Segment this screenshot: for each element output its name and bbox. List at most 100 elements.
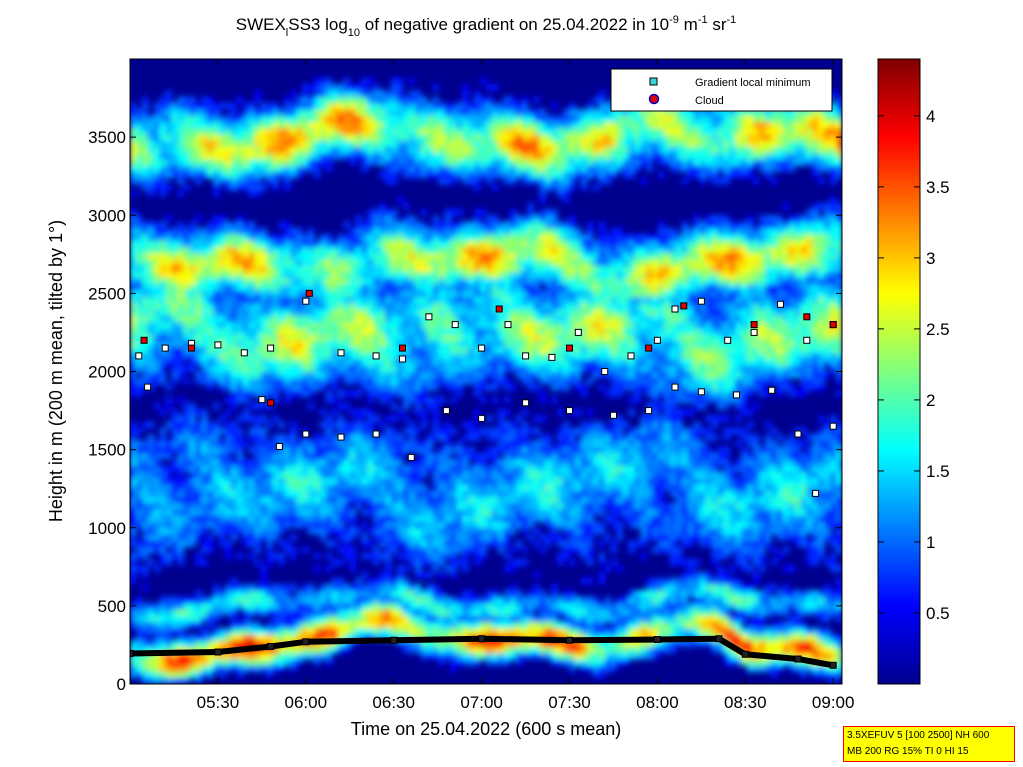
heatmap-cell bbox=[408, 590, 416, 598]
heatmap-cell bbox=[343, 609, 351, 616]
heatmap-cell bbox=[130, 521, 137, 529]
heatmap-cell bbox=[355, 440, 362, 448]
heatmap-cell bbox=[147, 296, 155, 304]
heatmap-cell bbox=[141, 440, 149, 448]
heatmap-cell bbox=[266, 377, 273, 385]
heatmap-cell bbox=[308, 502, 315, 510]
heatmap-cell bbox=[474, 309, 481, 316]
heatmap-cell bbox=[236, 234, 244, 241]
heatmap-cell bbox=[367, 590, 374, 598]
heatmap-cell bbox=[159, 265, 167, 273]
heatmap-cell bbox=[147, 227, 155, 235]
heatmap-cell bbox=[462, 359, 469, 366]
heatmap-cell bbox=[402, 202, 410, 210]
heatmap-cell bbox=[373, 465, 380, 473]
heatmap-cell bbox=[355, 240, 362, 248]
heatmap-cell bbox=[189, 321, 196, 329]
heatmap-cell bbox=[266, 359, 273, 366]
heatmap-cell bbox=[242, 621, 250, 629]
heatmap-cell bbox=[195, 634, 202, 641]
heatmap-cell bbox=[491, 640, 499, 648]
heatmap-cell bbox=[242, 265, 250, 273]
heatmap-cell bbox=[515, 171, 523, 179]
heatmap-cell bbox=[278, 315, 285, 323]
heatmap-cell bbox=[230, 302, 238, 310]
heatmap-cell bbox=[480, 334, 487, 341]
heatmap-cell bbox=[355, 284, 362, 291]
heatmap-cell bbox=[486, 171, 493, 179]
heatmap-cell bbox=[432, 271, 440, 279]
heatmap-cell bbox=[302, 446, 309, 454]
heatmap-cell bbox=[349, 552, 357, 560]
heatmap-cell bbox=[337, 309, 345, 316]
heatmap-cell bbox=[355, 246, 362, 254]
heatmap-cell bbox=[278, 134, 285, 141]
heatmap-cell bbox=[183, 240, 190, 248]
heatmap-cell bbox=[480, 134, 487, 141]
heatmap-cell bbox=[141, 540, 149, 548]
heatmap-cell bbox=[130, 427, 137, 435]
heatmap-cell bbox=[213, 184, 220, 191]
heatmap-cell bbox=[189, 165, 196, 173]
heatmap-cell bbox=[165, 302, 173, 310]
heatmap-cell bbox=[515, 471, 523, 479]
heatmap-cell bbox=[497, 627, 505, 635]
heatmap-cell bbox=[147, 152, 155, 160]
heatmap-cell bbox=[201, 252, 208, 260]
heatmap-cell bbox=[367, 259, 374, 266]
heatmap-cell bbox=[284, 146, 291, 154]
heatmap-cell bbox=[201, 446, 208, 454]
heatmap-cell bbox=[432, 315, 440, 323]
heatmap-cell bbox=[319, 646, 327, 654]
heatmap-cell bbox=[367, 340, 374, 348]
heatmap-cell bbox=[248, 390, 256, 398]
heatmap-cell bbox=[177, 640, 184, 648]
heatmap-cell bbox=[468, 246, 475, 254]
heatmap-cell bbox=[296, 365, 303, 373]
heatmap-cell bbox=[438, 484, 446, 491]
heatmap-cell bbox=[491, 490, 499, 498]
heatmap-cell bbox=[254, 496, 262, 504]
heatmap-cell bbox=[462, 296, 469, 304]
heatmap-cell bbox=[486, 621, 493, 629]
heatmap-cell bbox=[296, 359, 303, 366]
heatmap-cell bbox=[438, 302, 446, 310]
heatmap-cell bbox=[302, 96, 309, 104]
heatmap-cell bbox=[438, 546, 446, 554]
heatmap-cell bbox=[391, 315, 398, 323]
heatmap-cell bbox=[189, 484, 196, 491]
heatmap-cell bbox=[242, 521, 250, 529]
heatmap-cell bbox=[302, 309, 309, 316]
heatmap-cell bbox=[272, 465, 279, 473]
heatmap-cell bbox=[278, 459, 285, 466]
heatmap-cell bbox=[521, 221, 529, 229]
heatmap-cell bbox=[165, 640, 173, 648]
heatmap-cell bbox=[385, 559, 392, 566]
heatmap-cell bbox=[343, 296, 351, 304]
heatmap-cell bbox=[480, 396, 487, 404]
heatmap-cell bbox=[207, 671, 214, 679]
heatmap-cell bbox=[290, 634, 297, 641]
heatmap-cell bbox=[438, 359, 446, 366]
heatmap-cell bbox=[361, 140, 368, 148]
heatmap-cell bbox=[183, 152, 190, 160]
heatmap-cell bbox=[414, 221, 422, 229]
heatmap-cell bbox=[462, 646, 469, 654]
heatmap-cell bbox=[236, 184, 244, 191]
heatmap-cell bbox=[474, 521, 481, 529]
heatmap-cell bbox=[147, 302, 155, 310]
heatmap-cell bbox=[171, 515, 179, 523]
heatmap-cell bbox=[296, 659, 303, 666]
heatmap-cell bbox=[284, 521, 291, 529]
heatmap-cell bbox=[242, 615, 250, 623]
heatmap-cell bbox=[325, 146, 333, 154]
heatmap-cell bbox=[521, 527, 529, 535]
heatmap-cell bbox=[165, 127, 173, 135]
heatmap-cell bbox=[313, 634, 321, 641]
heatmap-cell bbox=[450, 227, 457, 235]
heatmap-cell bbox=[224, 665, 232, 673]
heatmap-cell bbox=[159, 159, 167, 166]
heatmap-cell bbox=[189, 265, 196, 273]
heatmap-cell bbox=[367, 96, 374, 104]
heatmap-cell bbox=[349, 459, 357, 466]
